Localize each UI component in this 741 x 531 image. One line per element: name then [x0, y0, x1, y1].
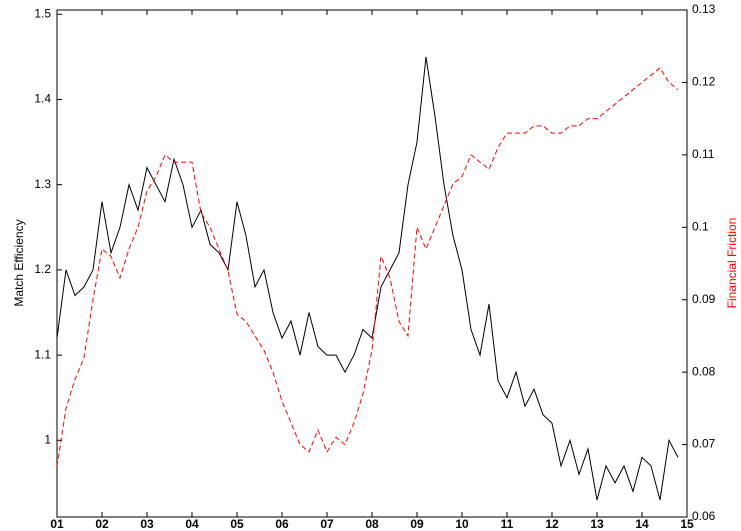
x-tick-label: 08	[365, 517, 379, 531]
x-tick-label: 05	[230, 517, 244, 531]
y-tick-label: 1.1	[34, 347, 51, 361]
x-tick-label: 14	[635, 517, 649, 531]
y2-tick-label: 0.07	[692, 437, 716, 451]
x-tick-label: 15	[680, 517, 694, 531]
y2-axis-label: Financial Friction	[725, 218, 739, 309]
data-line	[56, 67, 679, 467]
x-tick-label: 04	[185, 517, 199, 531]
plot-frame	[56, 9, 688, 518]
x-tick-label: 11	[501, 517, 514, 531]
x-tick-label: 06	[275, 517, 289, 531]
x-tick-label: 09	[410, 517, 424, 531]
y-tick-label: 1.2	[34, 262, 51, 276]
x-tick-label: 07	[320, 517, 334, 531]
y2-tick-label: 0.12	[692, 75, 716, 89]
y2-tick-label: 0.06	[692, 509, 716, 523]
y2-tick-label: 0.13	[692, 2, 716, 16]
x-tick-label: 10	[455, 517, 469, 531]
x-tick-label: 13	[590, 517, 604, 531]
y2-tick-label: 0.09	[692, 292, 716, 306]
x-tick-label: 12	[545, 517, 559, 531]
y-tick-label: 1.4	[34, 92, 51, 106]
y2-tick-label: 0.08	[692, 364, 716, 378]
y-tick-label: 1	[44, 432, 51, 446]
y2-tick-label: 0.11	[692, 147, 715, 161]
y-axis-label: Match Efficiency	[12, 219, 26, 306]
x-tick-label: 03	[140, 517, 154, 531]
y2-tick-label: 0.1	[692, 219, 709, 233]
data-line	[56, 56, 679, 501]
x-tick-label: 02	[95, 517, 109, 531]
y-tick-label: 1.3	[34, 177, 51, 191]
y-tick-label: 1.5	[34, 6, 51, 20]
x-tick-label: 01	[50, 517, 64, 531]
